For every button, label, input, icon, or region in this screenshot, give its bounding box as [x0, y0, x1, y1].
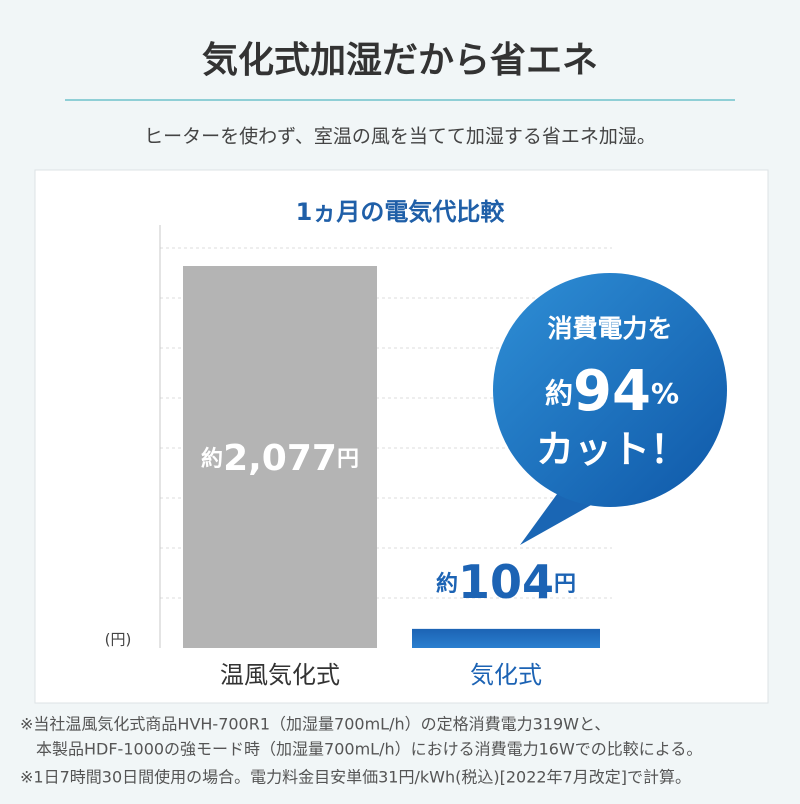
- y-axis-label: (円): [105, 631, 132, 649]
- value-label: 約104円: [436, 555, 576, 609]
- callout-unit: %: [651, 377, 679, 410]
- x-tick-label: 温風気化式: [220, 661, 340, 689]
- callout-number: 94: [573, 359, 651, 424]
- x-tick-label: 気化式: [470, 661, 542, 689]
- value-label: 約2,077円: [201, 438, 359, 479]
- callout-bubble: [493, 273, 727, 507]
- note: 本製品HDF-1000の強モード時（加湿量700mL/h）における消費電力16W…: [36, 740, 702, 759]
- subtitle: ヒーターを使わず、室温の風を当てて加湿する省エネ加湿。: [144, 126, 656, 148]
- chart-title: 1ヵ月の電気代比較: [296, 198, 506, 226]
- title: 気化式加湿だから省エネ: [202, 40, 598, 81]
- callout-percent: 約94%: [545, 359, 679, 424]
- note: ※当社温風気化式商品HVH-700R1（加湿量700mL/h）の定格消費電力31…: [20, 715, 610, 734]
- callout-tail: [520, 490, 600, 545]
- callout-line2: カット！: [536, 428, 688, 472]
- bar: [412, 628, 600, 648]
- callout-line1: 消費電力を: [547, 314, 672, 343]
- callout: 消費電力を 約94% カット！: [493, 273, 727, 545]
- callout-prefix: 約: [545, 377, 573, 410]
- note: ※1日7時間30日間使用の場合。電力料金目安単価31円/kWh(税込)[2022…: [20, 768, 691, 787]
- bar: [183, 266, 377, 648]
